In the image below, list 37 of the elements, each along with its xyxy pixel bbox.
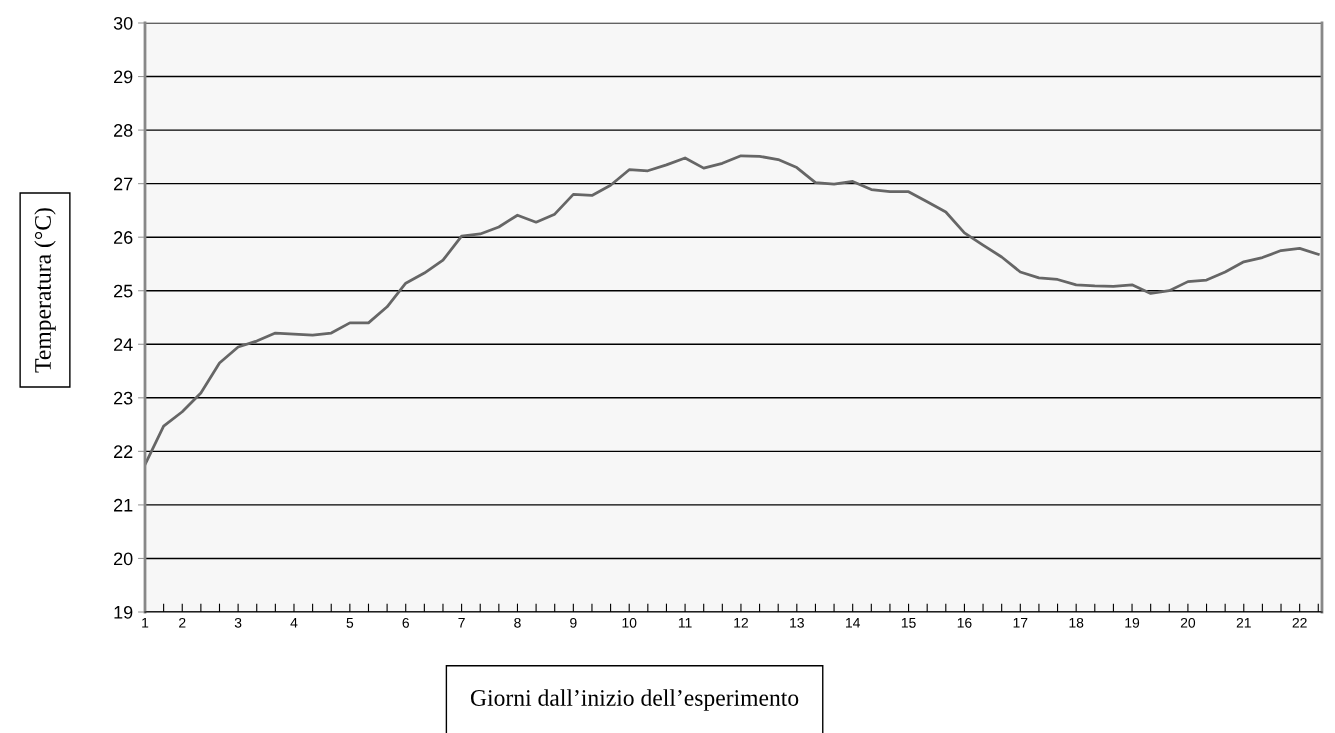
x-tick-label: 11 <box>678 618 692 628</box>
x-axis-title: Giorni dall’inizio dell’esperimento <box>470 689 799 711</box>
y-tick-label: 27 <box>114 177 133 191</box>
x-tick-label: 16 <box>957 617 972 628</box>
x-tick-label: 22 <box>1292 617 1307 628</box>
y-axis-title: Temperatura (°C) <box>34 208 56 373</box>
x-tick-label: 15 <box>901 618 916 628</box>
x-tick-label: 17 <box>1013 618 1028 628</box>
x-tick-label: 10 <box>622 617 637 628</box>
x-tick-label: 19 <box>1125 617 1140 628</box>
y-tick-label: 28 <box>114 124 133 137</box>
x-tick-label: 20 <box>1180 617 1196 628</box>
line-series <box>145 154 1320 467</box>
x-tick-label: 14 <box>846 618 861 628</box>
x-tick-label: 7 <box>458 618 465 628</box>
x-tick-label: 2 <box>179 617 186 628</box>
x-tick-label: 1 <box>142 618 149 628</box>
x-tick-label: 8 <box>514 617 521 628</box>
y-tick-label: 20 <box>114 552 133 566</box>
x-tick-label: 3 <box>234 617 242 628</box>
x-tick-label: 18 <box>1069 617 1084 628</box>
x-tick-label: 13 <box>790 617 804 628</box>
y-tick-label: 22 <box>114 445 133 458</box>
y-tick-label: 21 <box>114 498 133 512</box>
x-tick-label: 21 <box>1236 617 1251 628</box>
x-tick-label: 6 <box>402 617 409 628</box>
y-tick-label: 23 <box>114 391 133 405</box>
y-tick-label: 30 <box>113 16 133 30</box>
x-tick-label: 4 <box>290 618 298 628</box>
y-tick-label: 24 <box>114 338 133 351</box>
x-tick-label: 12 <box>734 617 748 628</box>
x-tick-label: 9 <box>570 617 577 628</box>
y-tick-label: 29 <box>114 70 133 84</box>
x-tick-label: 5 <box>346 618 354 628</box>
y-tick-label: 26 <box>114 231 133 244</box>
y-tick-label: 19 <box>114 605 133 619</box>
y-tick-label: 25 <box>114 284 133 298</box>
